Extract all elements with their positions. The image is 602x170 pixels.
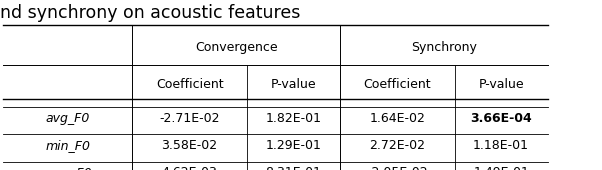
Text: -2.71E-02: -2.71E-02 bbox=[160, 112, 220, 125]
Text: 4.62E-03: 4.62E-03 bbox=[162, 166, 217, 170]
Text: 1.82E-01: 1.82E-01 bbox=[265, 112, 321, 125]
Text: avg_F0: avg_F0 bbox=[46, 112, 90, 125]
Text: 3.58E-02: 3.58E-02 bbox=[161, 139, 218, 152]
Text: 2.72E-02: 2.72E-02 bbox=[369, 139, 426, 152]
Text: -2.05E-02: -2.05E-02 bbox=[367, 166, 427, 170]
Text: Convergence: Convergence bbox=[195, 41, 278, 54]
Text: min_F0: min_F0 bbox=[45, 139, 90, 152]
Text: 1.49E-01: 1.49E-01 bbox=[473, 166, 529, 170]
Text: max_F0: max_F0 bbox=[43, 166, 92, 170]
Text: 8.31E-01: 8.31E-01 bbox=[265, 166, 321, 170]
Text: nd synchrony on acoustic features: nd synchrony on acoustic features bbox=[0, 4, 300, 22]
Text: 3.66E-04: 3.66E-04 bbox=[470, 112, 532, 125]
Text: 1.29E-01: 1.29E-01 bbox=[265, 139, 321, 152]
Text: Coefficient: Coefficient bbox=[364, 79, 431, 91]
Text: Synchrony: Synchrony bbox=[411, 41, 477, 54]
Text: Coefficient: Coefficient bbox=[156, 79, 223, 91]
Text: P-value: P-value bbox=[479, 79, 524, 91]
Text: 1.18E-01: 1.18E-01 bbox=[473, 139, 529, 152]
Text: P-value: P-value bbox=[271, 79, 316, 91]
Text: 1.64E-02: 1.64E-02 bbox=[370, 112, 425, 125]
